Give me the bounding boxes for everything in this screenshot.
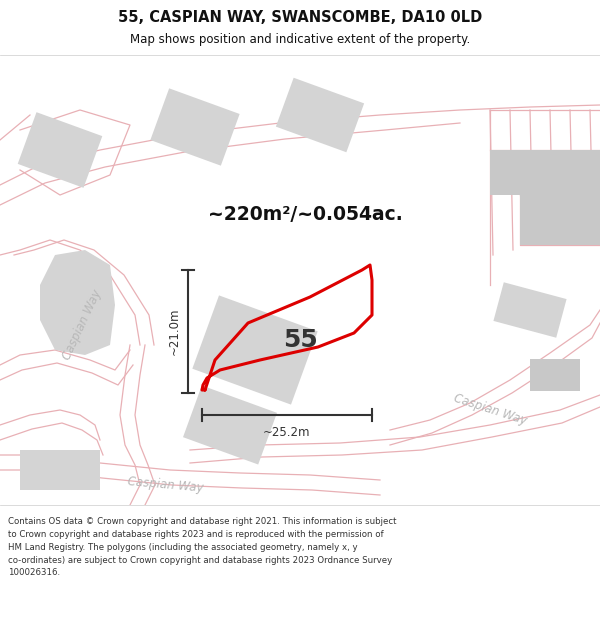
- Polygon shape: [151, 88, 239, 166]
- Text: Map shows position and indicative extent of the property.: Map shows position and indicative extent…: [130, 32, 470, 46]
- Polygon shape: [276, 78, 364, 152]
- Polygon shape: [520, 195, 600, 245]
- Polygon shape: [493, 282, 566, 338]
- Text: Caspian Way: Caspian Way: [127, 475, 203, 495]
- Polygon shape: [193, 296, 317, 404]
- Polygon shape: [183, 386, 277, 464]
- Polygon shape: [20, 450, 100, 490]
- Text: 55: 55: [283, 328, 317, 352]
- Text: ~25.2m: ~25.2m: [263, 426, 311, 439]
- Polygon shape: [40, 250, 115, 355]
- Text: Caspian Way: Caspian Way: [452, 392, 528, 428]
- Polygon shape: [490, 150, 600, 195]
- Polygon shape: [18, 112, 102, 188]
- Text: 55, CASPIAN WAY, SWANSCOMBE, DA10 0LD: 55, CASPIAN WAY, SWANSCOMBE, DA10 0LD: [118, 9, 482, 24]
- Text: ~21.0m: ~21.0m: [167, 308, 181, 355]
- Polygon shape: [530, 359, 580, 391]
- Text: Caspian Way: Caspian Way: [60, 288, 104, 362]
- Text: Contains OS data © Crown copyright and database right 2021. This information is : Contains OS data © Crown copyright and d…: [8, 517, 397, 578]
- Text: ~220m²/~0.054ac.: ~220m²/~0.054ac.: [208, 206, 403, 224]
